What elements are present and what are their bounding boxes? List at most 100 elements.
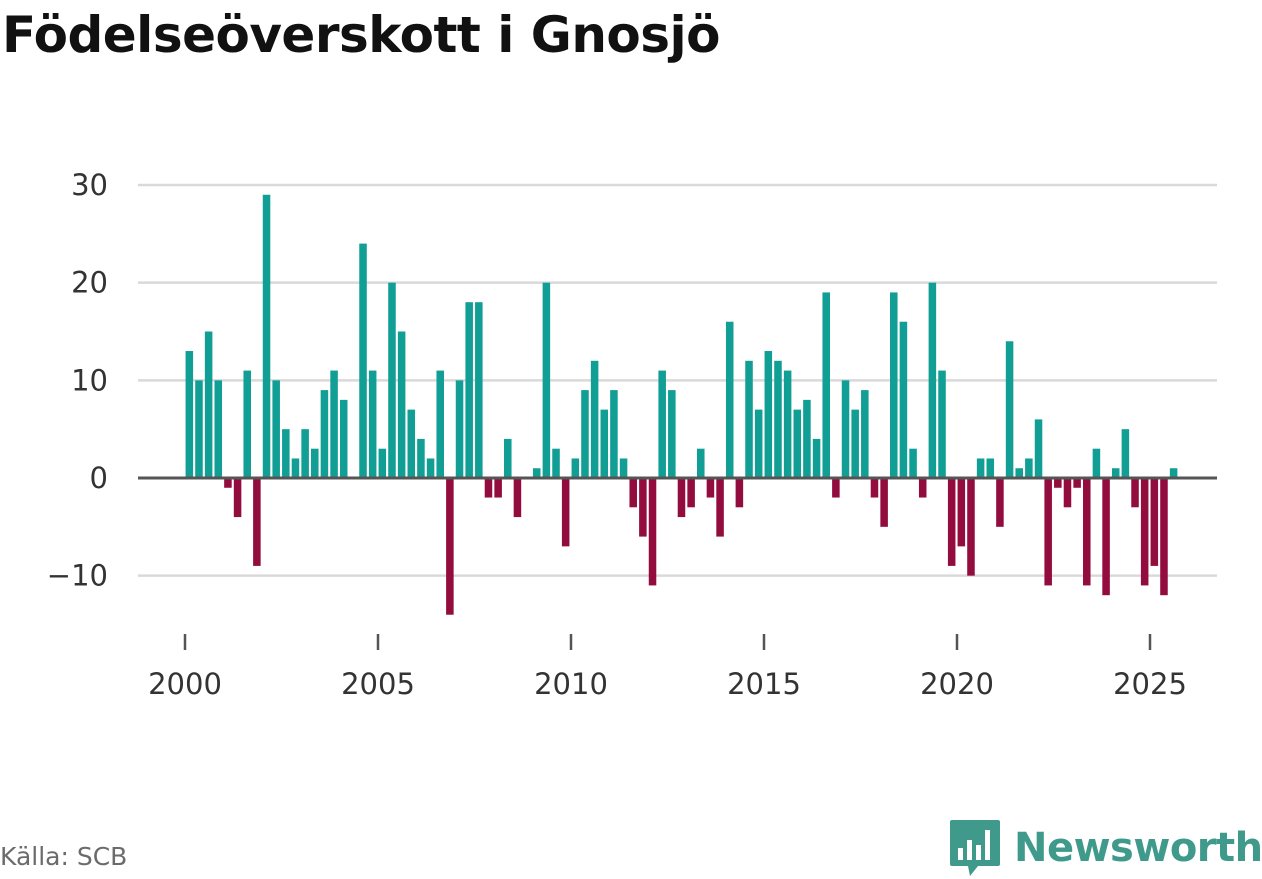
bar — [1092, 448, 1101, 478]
bar — [967, 478, 975, 576]
y-tick-label: 0 — [90, 461, 108, 495]
y-tick-label: 30 — [71, 168, 108, 202]
bar — [841, 380, 850, 478]
bar — [1121, 429, 1130, 478]
bar — [475, 302, 483, 478]
bar — [735, 478, 744, 508]
bar — [504, 438, 512, 478]
bar — [436, 370, 444, 478]
bar — [668, 390, 676, 478]
bar — [581, 390, 589, 478]
bar — [812, 438, 821, 478]
bar — [764, 351, 773, 478]
bar — [745, 360, 753, 478]
bar — [465, 302, 473, 478]
bar — [716, 478, 724, 537]
bar — [1025, 458, 1033, 478]
y-tick-label: 10 — [71, 363, 108, 397]
bar — [542, 282, 551, 478]
bar-series — [185, 194, 1178, 615]
bar — [561, 478, 570, 547]
x-tick-label: 2000 — [148, 667, 222, 701]
bar — [301, 429, 309, 478]
brand-logo: Newsworthy — [948, 818, 1262, 878]
bar — [1063, 478, 1072, 508]
bar — [938, 370, 946, 478]
bar — [1054, 478, 1062, 488]
bar — [204, 331, 213, 478]
bar — [687, 478, 695, 508]
bar — [928, 282, 937, 478]
brand-name: Newsworthy — [1014, 825, 1262, 871]
bar — [195, 380, 203, 478]
source-label: Källa: SCB — [0, 842, 128, 871]
bar — [426, 458, 435, 478]
bar — [677, 478, 686, 518]
bar — [311, 448, 319, 478]
bar — [851, 409, 859, 478]
bar — [957, 478, 966, 547]
bar — [446, 478, 454, 615]
gridlines — [138, 183, 1217, 577]
bar — [1034, 419, 1043, 478]
newsworthy-logo-icon — [950, 820, 1000, 876]
bar — [407, 409, 416, 478]
bar — [388, 282, 396, 478]
bar — [909, 448, 917, 478]
bar — [706, 478, 715, 498]
bar — [368, 370, 377, 478]
bar — [262, 194, 271, 478]
bar — [1044, 478, 1052, 586]
bar — [658, 370, 666, 478]
bar — [619, 458, 628, 478]
bar — [243, 370, 251, 478]
bar — [417, 438, 425, 478]
bar — [224, 478, 232, 488]
bar — [610, 390, 618, 478]
bar — [513, 478, 522, 518]
bar — [697, 448, 705, 478]
x-axis: 2000 2005 2010 2015 2020 2025 — [148, 634, 1187, 701]
bar — [1160, 478, 1168, 596]
x-tick-label: 2010 — [534, 667, 608, 701]
bar — [870, 478, 879, 498]
bar — [397, 331, 406, 478]
bar — [725, 321, 734, 478]
x-tick-label: 2015 — [727, 667, 801, 701]
bar — [754, 409, 763, 478]
y-axis: 30 20 10 0 −10 — [47, 168, 108, 593]
bar — [339, 399, 348, 478]
bar — [455, 380, 464, 478]
bar — [648, 478, 657, 586]
bar — [793, 409, 802, 478]
x-tick-label: 2020 — [920, 667, 994, 701]
bar — [484, 478, 493, 498]
y-tick-label: 20 — [71, 266, 108, 300]
bar — [899, 321, 908, 478]
bar — [976, 458, 985, 478]
bar — [629, 478, 637, 508]
bar — [1169, 468, 1178, 478]
bar — [320, 390, 329, 478]
bar — [532, 468, 541, 478]
bar — [1140, 478, 1149, 586]
bar — [494, 478, 502, 498]
bar — [214, 380, 223, 478]
bar — [1131, 478, 1139, 508]
bar — [571, 458, 580, 478]
bar — [185, 351, 194, 478]
bar — [253, 478, 261, 566]
bar — [359, 243, 367, 478]
bar — [822, 292, 830, 478]
bar — [282, 429, 290, 478]
y-tick-label: −10 — [47, 559, 108, 593]
bar — [1102, 478, 1110, 596]
bar — [639, 478, 647, 537]
bar — [291, 458, 300, 478]
bar — [1083, 478, 1091, 586]
bar — [378, 448, 387, 478]
bar — [590, 360, 599, 478]
bar — [1015, 468, 1023, 478]
bar — [233, 478, 242, 518]
